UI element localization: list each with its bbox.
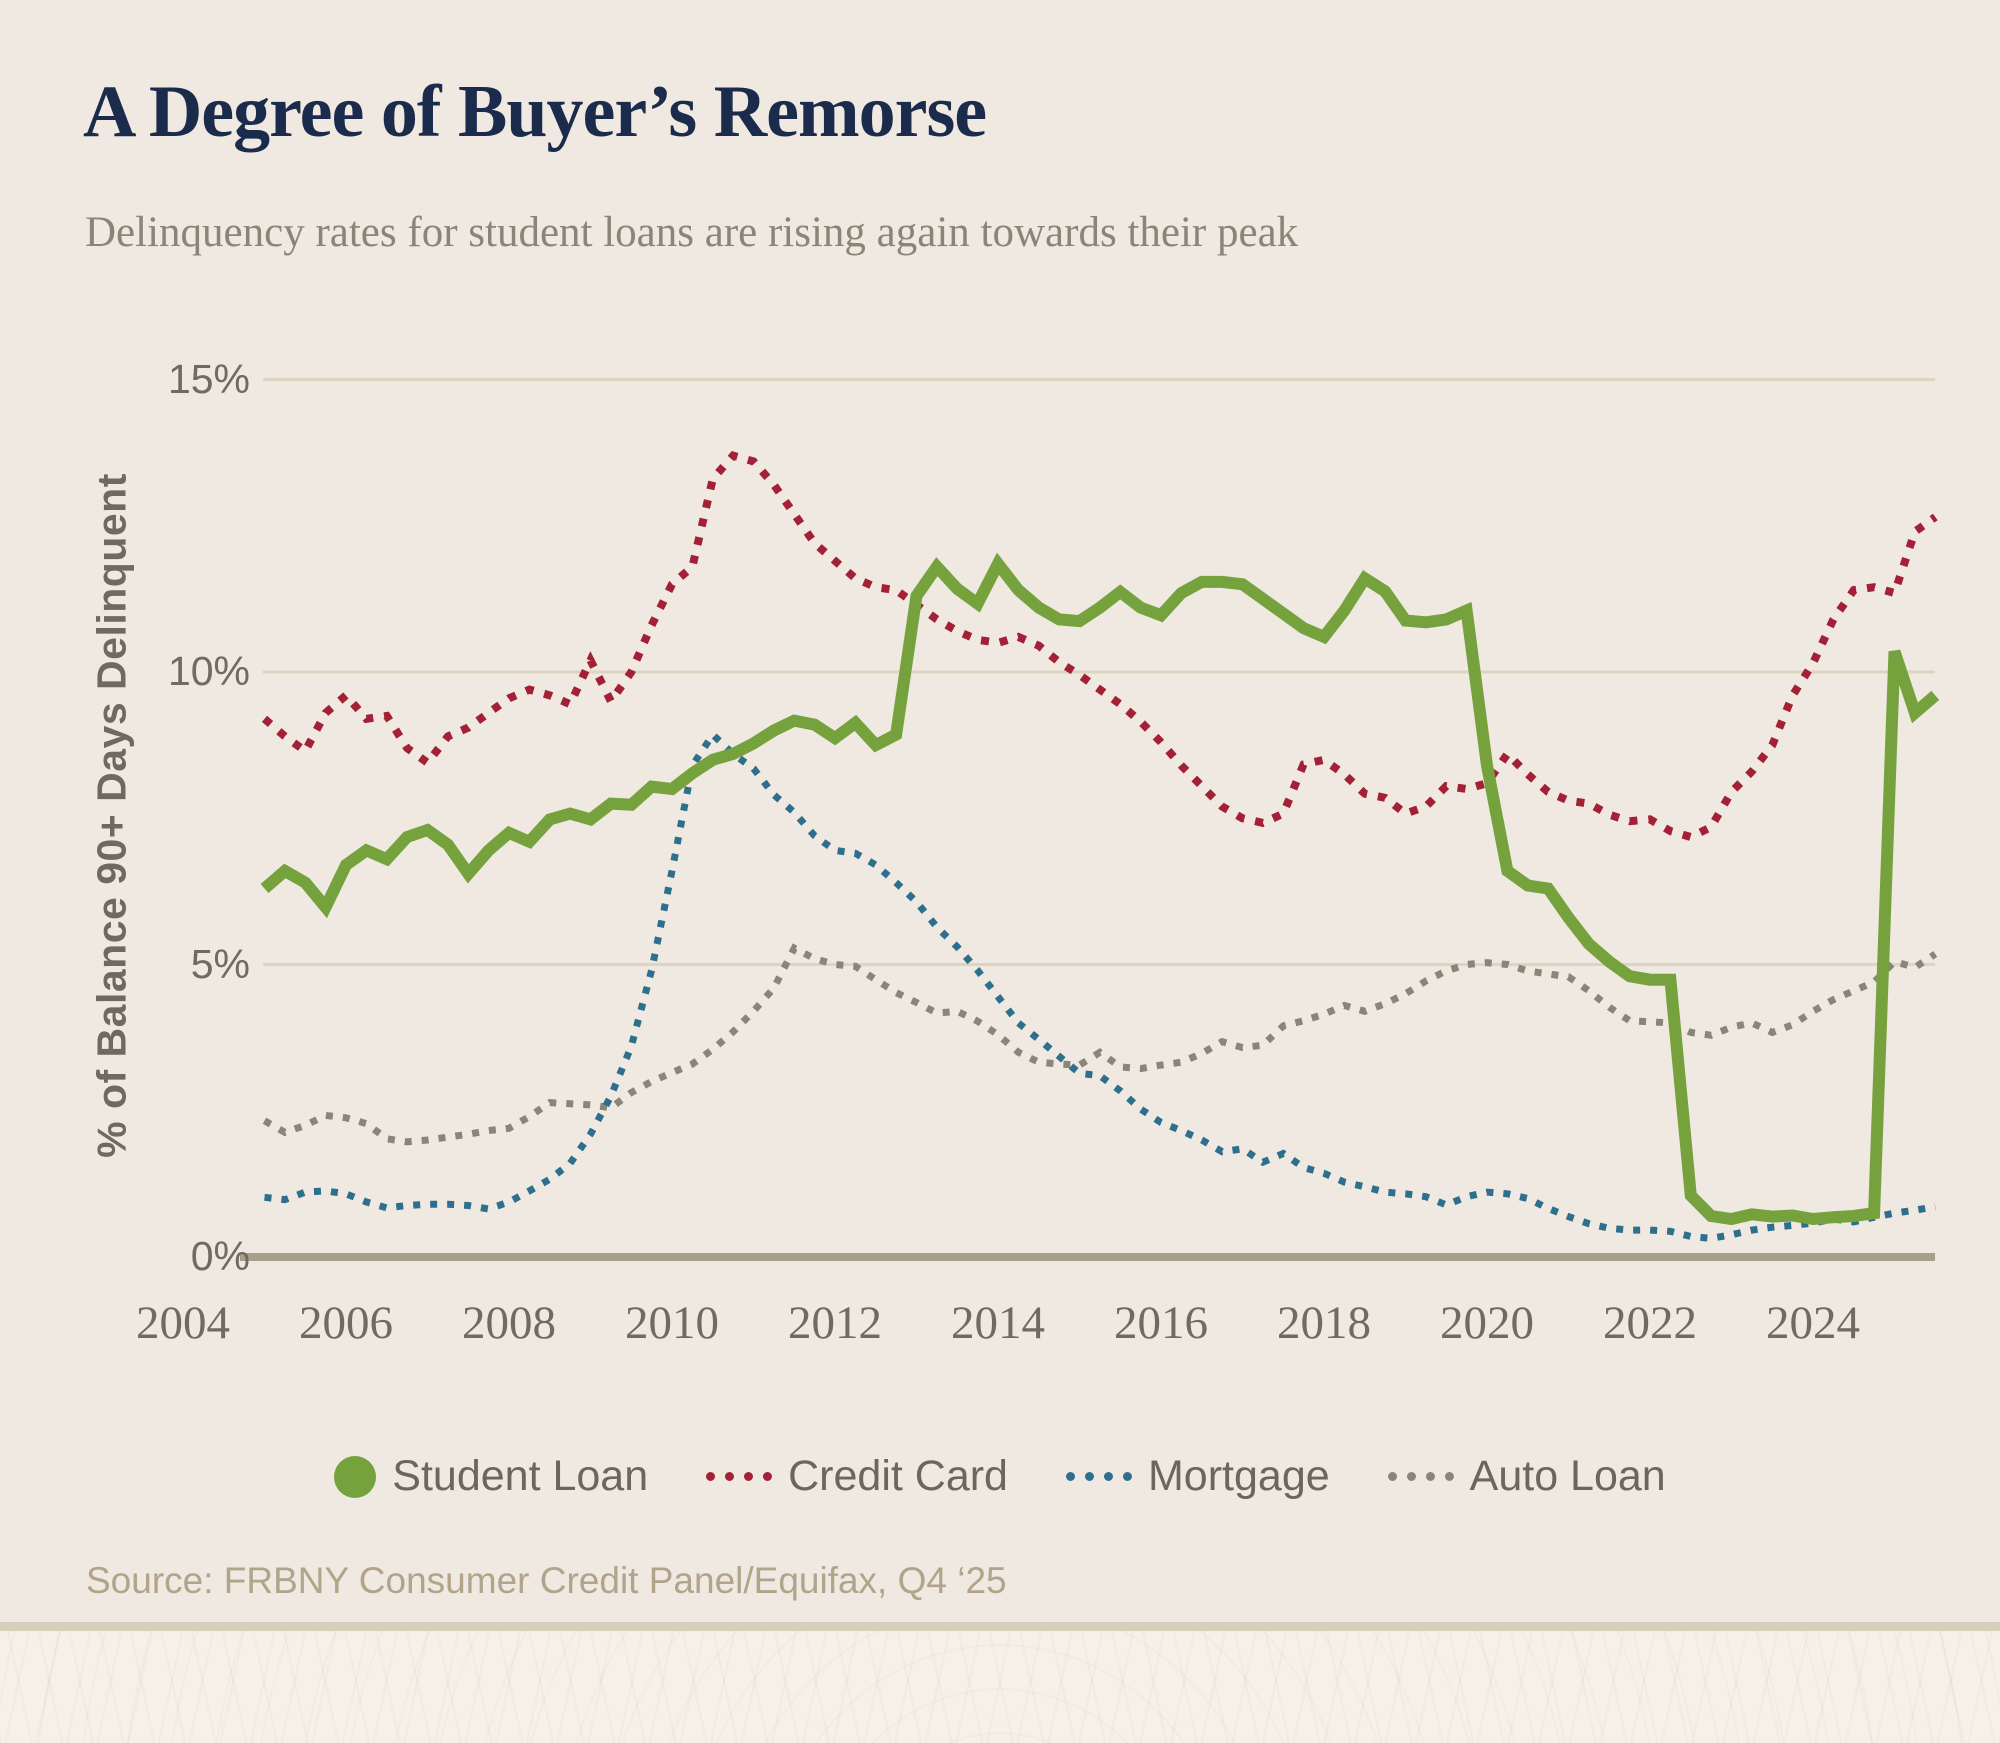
auto_loan-marker-icon — [1387, 1472, 1454, 1481]
y-tick-label-15: 15% — [167, 355, 250, 402]
chart-subtitle: Delinquency rates for student loans are … — [85, 209, 1299, 256]
footer-divider — [0, 1622, 2000, 1631]
legend-item-student_loan: Student Loan — [334, 1452, 648, 1501]
x-tick-label-2014: 2014 — [951, 1297, 1045, 1349]
x-tick-label-2008: 2008 — [462, 1297, 556, 1349]
student_loan-marker-icon — [334, 1455, 377, 1498]
x-tick-label-2016: 2016 — [1114, 1297, 1208, 1349]
series-line-credit_card — [261, 451, 1938, 842]
x-tick-label-2018: 2018 — [1277, 1297, 1371, 1349]
credit_card-marker-icon — [706, 1472, 773, 1481]
series-line-mortgage — [264, 729, 1936, 1242]
y-tick-label-10: 10% — [167, 648, 250, 694]
series-line-auto_loan — [262, 943, 1938, 1146]
x-tick-label-2012: 2012 — [788, 1297, 882, 1349]
legend-label-student_loan: Student Loan — [392, 1452, 649, 1500]
legend-item-mortgage: Mortgage — [1065, 1452, 1330, 1501]
y-tick-label-5: 5% — [190, 940, 250, 987]
series-line-student_loan — [260, 552, 1940, 1226]
x-tick-label-2006: 2006 — [299, 1297, 393, 1349]
source-note: Source: FRBNY Consumer Credit Panel/Equi… — [86, 1560, 1007, 1601]
footer: More charts: a16z.news/subscribe A1 Z — [0, 1631, 2000, 1743]
legend-label-credit_card: Credit Card — [788, 1452, 1008, 1500]
x-tick-label-2010: 2010 — [625, 1297, 719, 1349]
legend-item-auto_loan: Auto Loan — [1387, 1452, 1666, 1501]
legend: Student Loan Credit Card Mortgage Auto Loan — [0, 1452, 2000, 1501]
x-tick-label-2024: 2024 — [1766, 1297, 1860, 1349]
x-tick-label-2022: 2022 — [1603, 1297, 1697, 1349]
x-tick-label-2020: 2020 — [1440, 1297, 1534, 1349]
y-axis-title: % of Balance 90+ Days Delinquent — [88, 473, 135, 1158]
legend-label-mortgage: Mortgage — [1147, 1452, 1330, 1500]
legend-item-credit_card: Credit Card — [706, 1452, 1008, 1501]
mortgage-marker-icon — [1065, 1472, 1132, 1481]
y-tick-label-0: 0% — [190, 1233, 250, 1279]
x-tick-label-2004: 2004 — [136, 1297, 230, 1349]
legend-label-auto_loan: Auto Loan — [1469, 1452, 1666, 1500]
chart-title: A Degree of Buyer’s Remorse — [83, 71, 987, 153]
